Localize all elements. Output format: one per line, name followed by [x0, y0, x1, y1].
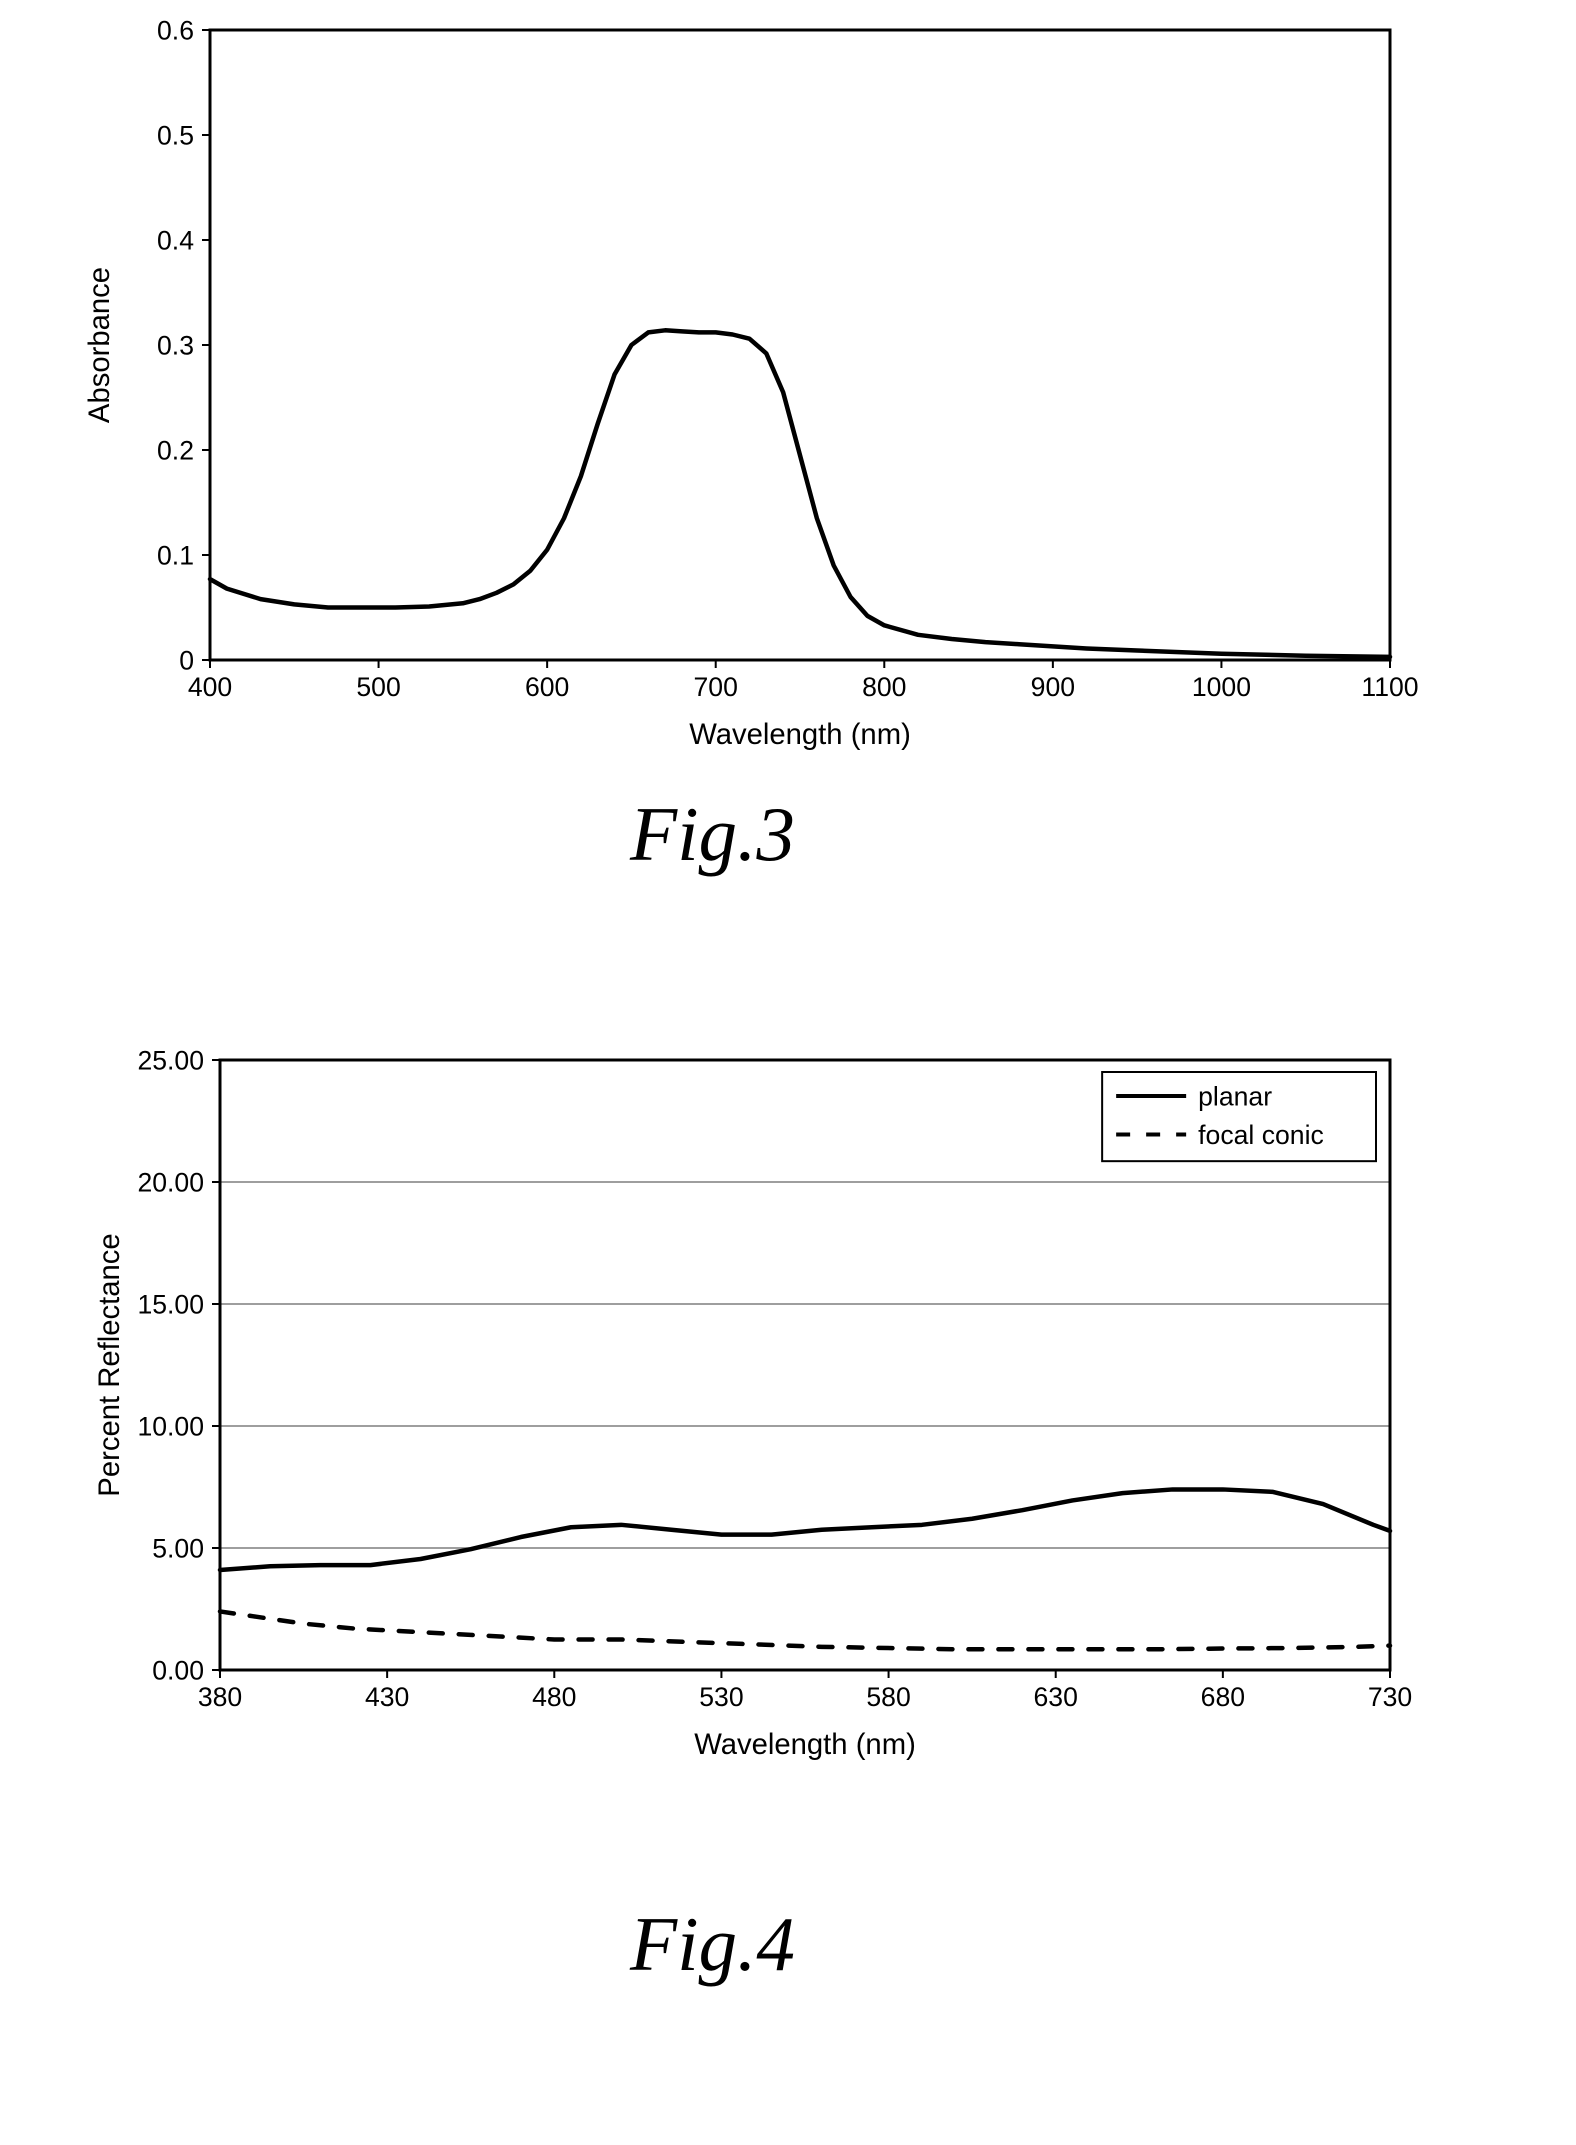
svg-text:380: 380	[198, 1682, 242, 1712]
svg-text:20.00: 20.00	[137, 1167, 204, 1197]
figure-3: 400 500 600 700 800 900 1000 1100 0 0.1 0.2 0.3 0.4 0…	[30, 0, 1450, 760]
svg-text:Percent Reflectance: Percent Reflectance	[94, 1233, 126, 1496]
figure-3-caption: Fig.3	[630, 790, 795, 879]
svg-text:680: 680	[1201, 1682, 1245, 1712]
svg-text:0.3: 0.3	[157, 330, 194, 360]
figure-4-caption: Fig.4	[630, 1900, 795, 1989]
svg-text:planar: planar	[1198, 1081, 1272, 1111]
svg-text:730: 730	[1368, 1682, 1412, 1712]
svg-text:0.1: 0.1	[157, 540, 194, 570]
figure-4-chart: 380 430 480 530 580 630 680 730 0.00 5.00 10.00 15.…	[30, 1030, 1450, 1770]
svg-text:Absorbance: Absorbance	[84, 267, 116, 423]
svg-text:Wavelength (nm): Wavelength (nm)	[694, 1729, 916, 1761]
svg-text:15.00: 15.00	[137, 1289, 204, 1319]
page-root: 400 500 600 700 800 900 1000 1100 0 0.1 0.2 0.3 0.4 0…	[0, 0, 1576, 2145]
svg-text:0.00: 0.00	[152, 1655, 204, 1685]
svg-text:0.2: 0.2	[157, 435, 194, 465]
svg-text:900: 900	[1031, 672, 1075, 702]
figure-4: 380 430 480 530 580 630 680 730 0.00 5.00 10.00 15.…	[30, 1030, 1450, 1770]
svg-text:0.5: 0.5	[157, 120, 194, 150]
svg-text:530: 530	[699, 1682, 743, 1712]
svg-text:Wavelength (nm): Wavelength (nm)	[689, 719, 911, 751]
svg-text:0: 0	[179, 645, 194, 675]
svg-text:600: 600	[525, 672, 569, 702]
svg-text:430: 430	[365, 1682, 409, 1712]
svg-text:0.6: 0.6	[157, 15, 194, 45]
svg-text:1100: 1100	[1361, 672, 1418, 702]
svg-text:0.4: 0.4	[157, 225, 194, 255]
svg-text:480: 480	[532, 1682, 576, 1712]
svg-text:focal conic: focal conic	[1198, 1120, 1324, 1150]
svg-text:10.00: 10.00	[137, 1411, 204, 1441]
svg-text:25.00: 25.00	[137, 1045, 204, 1075]
svg-text:400: 400	[188, 672, 232, 702]
svg-text:5.00: 5.00	[152, 1533, 204, 1563]
svg-text:580: 580	[866, 1682, 910, 1712]
svg-text:700: 700	[694, 672, 738, 702]
figure-3-chart: 400 500 600 700 800 900 1000 1100 0 0.1 0.2 0.3 0.4 0…	[30, 0, 1450, 760]
svg-text:500: 500	[356, 672, 400, 702]
svg-text:1000: 1000	[1192, 672, 1251, 702]
svg-text:630: 630	[1034, 1682, 1078, 1712]
svg-text:800: 800	[862, 672, 906, 702]
